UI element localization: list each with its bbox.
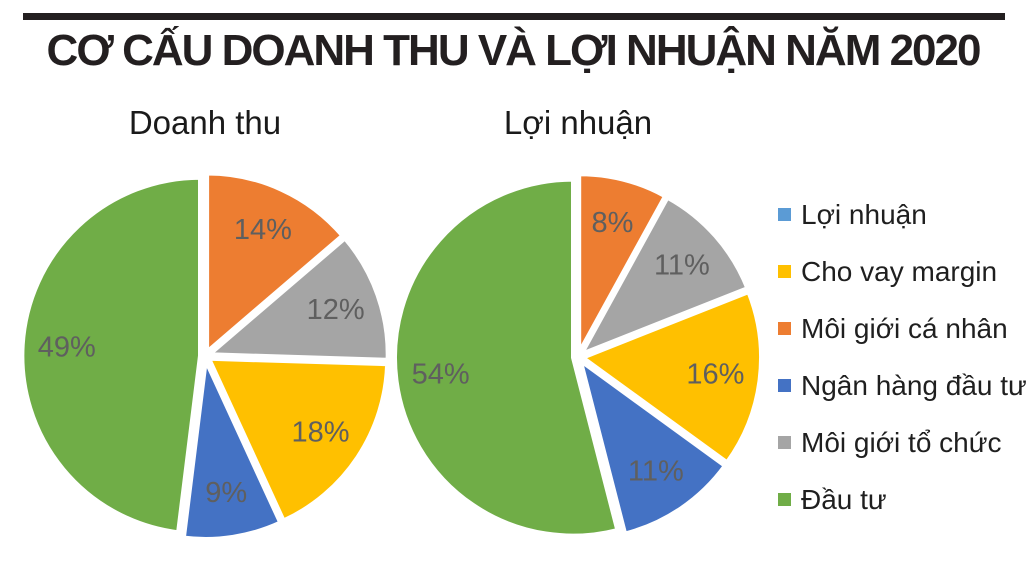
legend-label: Đầu tư <box>801 483 887 515</box>
legend-swatch <box>778 265 791 278</box>
pie-value-label: 49% <box>38 332 96 364</box>
pie-slice <box>578 359 727 536</box>
pie-value-label: 54% <box>412 358 470 390</box>
pie-value-label: 12% <box>307 294 365 326</box>
legend-item: Môi giới cá nhân <box>778 300 1026 357</box>
page-title: CƠ CẤU DOANH THU VÀ LỢI NHUẬN NĂM 2020 <box>46 26 982 75</box>
legend-item: Ngân hàng đầu tư <box>778 357 1026 414</box>
legend-label: Môi giới tổ chức <box>801 426 1002 458</box>
legend-swatch <box>778 322 791 335</box>
legend-item: Đầu tư <box>778 471 1026 528</box>
profit-pie-title: Lợi nhuận <box>503 104 653 141</box>
legend-swatch <box>778 436 791 449</box>
legend-label: Môi giới cá nhân <box>801 312 1008 344</box>
pie-value-label: 11% <box>628 456 684 488</box>
pie-value-label: 11% <box>654 249 710 281</box>
pie-value-label: 14% <box>234 214 292 246</box>
revenue-pie-title: Doanh thu <box>128 104 282 141</box>
pie-value-label: 8% <box>591 207 633 239</box>
pie-slice <box>20 175 202 535</box>
revenue-pie-labels: 14% 12% 18% 9% 49% <box>38 214 365 509</box>
legend-label: Ngân hàng đầu tư <box>801 369 1026 401</box>
legend-item: Lợi nhuận <box>778 186 1026 243</box>
pie-slice <box>581 290 763 465</box>
legend: Lợi nhuận Cho vay margin Môi giới cá nhân N… <box>778 186 1026 528</box>
pie-value-label: 9% <box>205 477 247 509</box>
pie-slice <box>579 195 750 356</box>
pie-slice <box>577 172 667 355</box>
revenue-pie <box>20 171 390 541</box>
profit-pie-labels: 8% 11% 16% 11% 54% <box>412 207 745 488</box>
legend-swatch <box>778 379 791 392</box>
title-top-rule <box>23 13 1005 20</box>
pie-slice <box>207 236 390 362</box>
legend-swatch <box>778 493 791 506</box>
legend-item: Cho vay margin <box>778 243 1026 300</box>
legend-label: Lợi nhuận <box>801 198 927 230</box>
pie-value-label: 18% <box>291 417 349 449</box>
legend-item: Môi giới tổ chức <box>778 414 1026 471</box>
pie-value-label: 16% <box>686 358 744 390</box>
profit-pie <box>393 172 763 538</box>
legend-label: Cho vay margin <box>801 255 998 287</box>
pie-slice <box>205 171 345 354</box>
pie-slice <box>207 356 390 523</box>
legend-swatch <box>778 208 791 221</box>
pie-slice <box>393 177 620 538</box>
pie-slice <box>181 358 283 541</box>
